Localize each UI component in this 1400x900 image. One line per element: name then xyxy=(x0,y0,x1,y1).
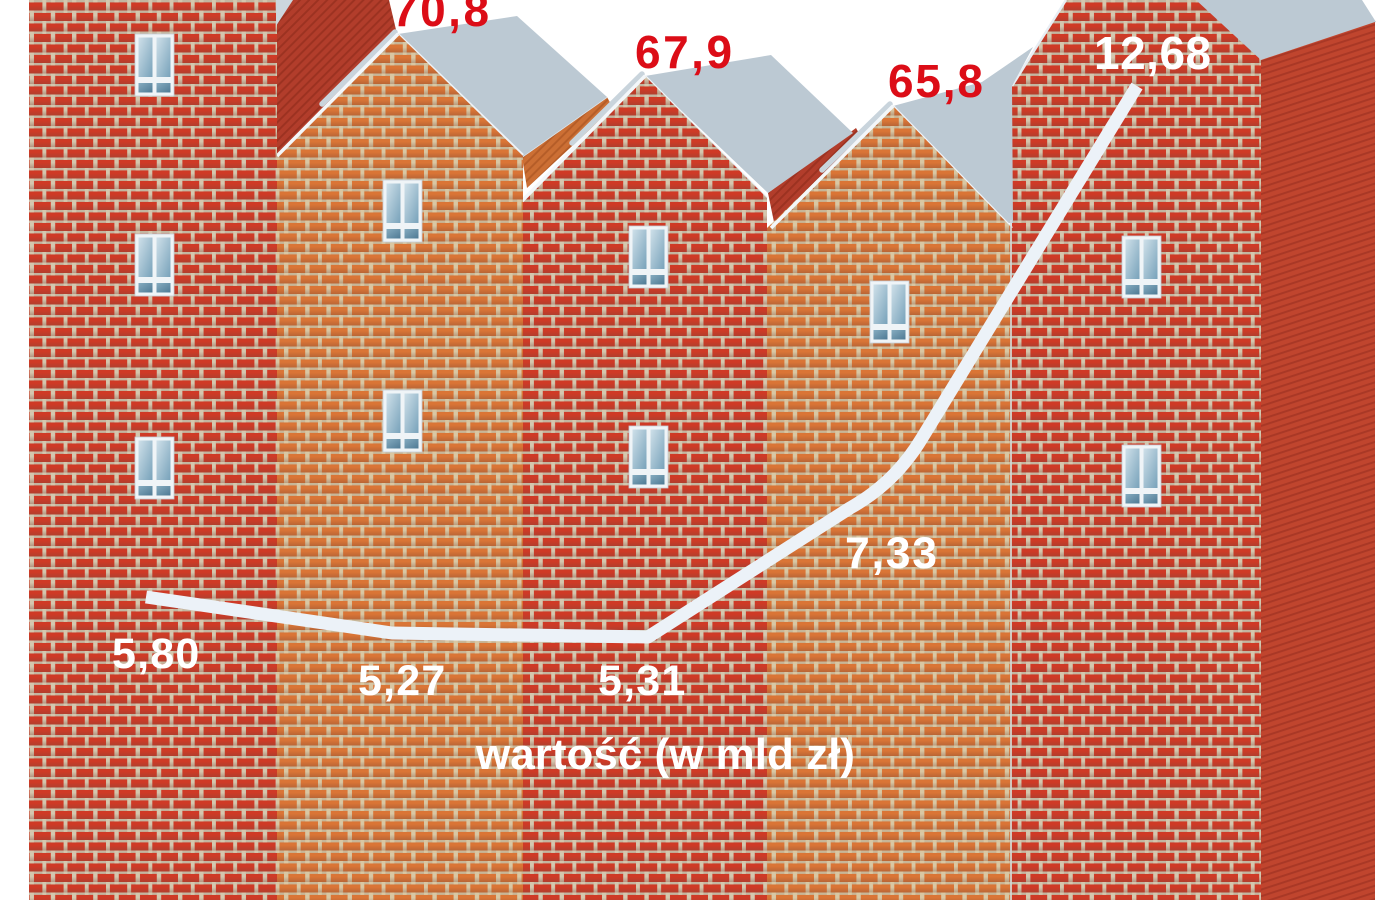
svg-text:70,8: 70,8 xyxy=(392,0,492,36)
svg-text:7,33: 7,33 xyxy=(845,529,939,578)
svg-text:wartość (w mld zł): wartość (w mld zł) xyxy=(475,730,855,779)
svg-text:12,68: 12,68 xyxy=(1094,27,1212,79)
svg-text:65,8: 65,8 xyxy=(888,55,985,107)
svg-text:5,31: 5,31 xyxy=(598,657,687,705)
svg-text:5,27: 5,27 xyxy=(358,657,447,705)
svg-text:67,9: 67,9 xyxy=(635,26,735,78)
svg-text:5,80: 5,80 xyxy=(112,630,201,678)
